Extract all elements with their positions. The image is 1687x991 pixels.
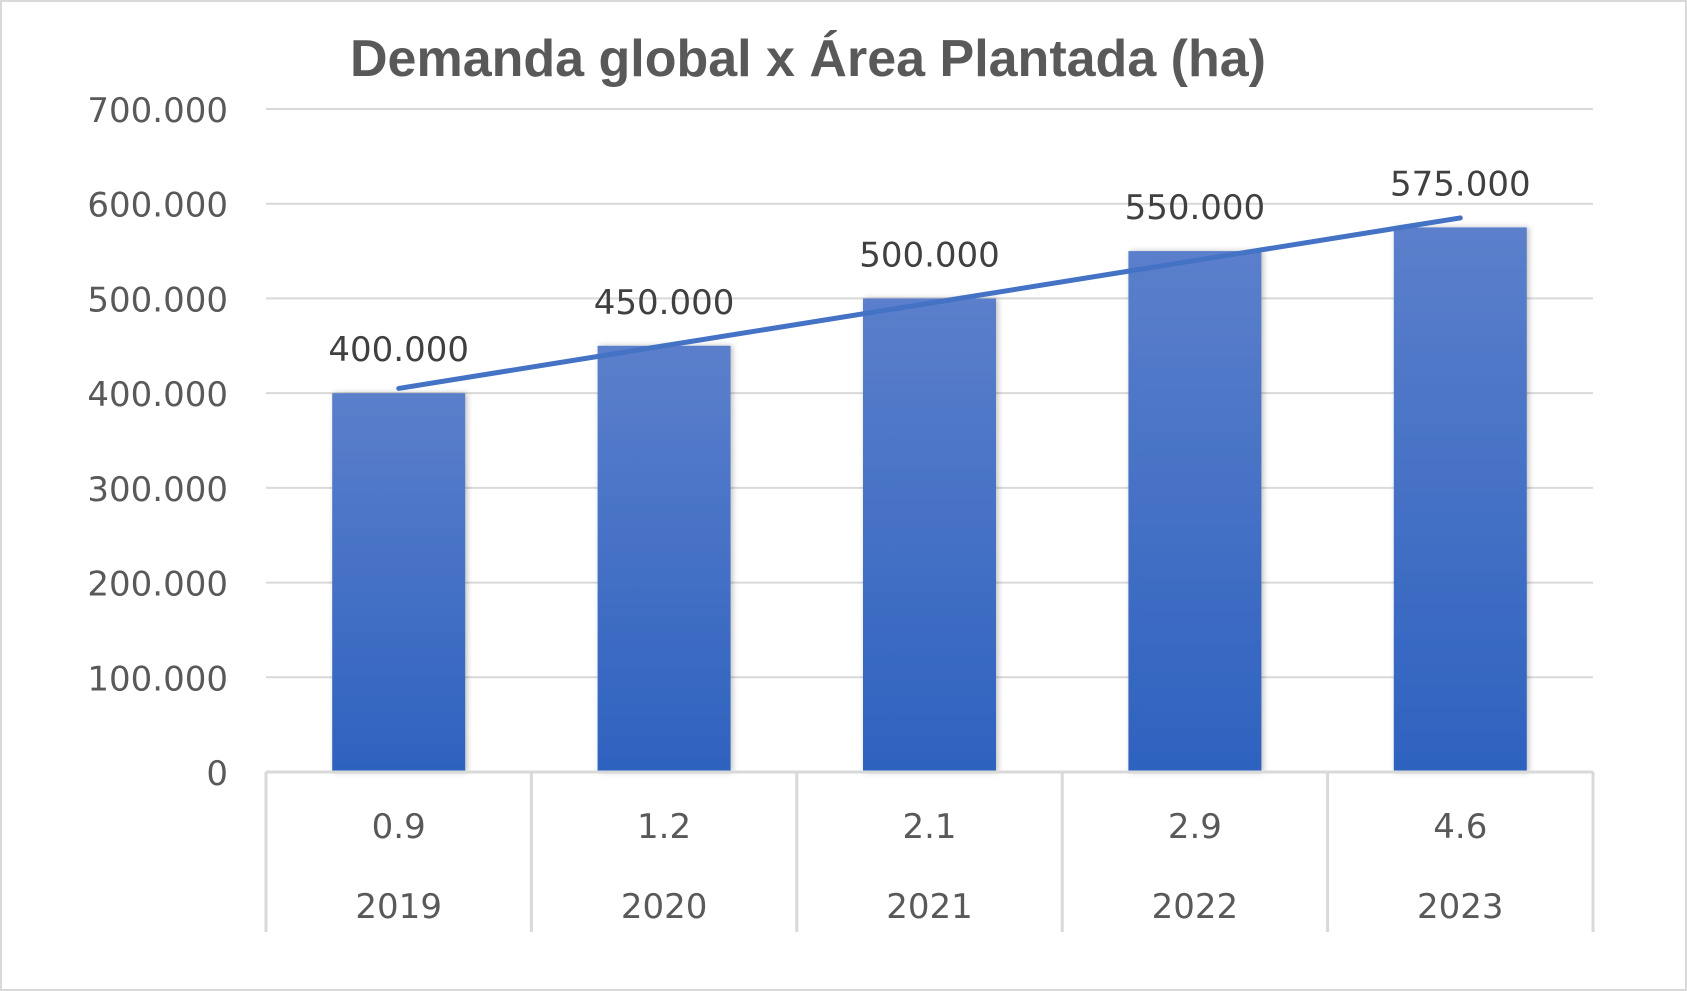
y-tick-label: 400.000 xyxy=(87,375,228,415)
chart-title: Demanda global x Área Plantada (ha) xyxy=(350,30,1266,88)
trendline xyxy=(396,215,1463,391)
bar xyxy=(332,393,466,772)
y-axis-ticks: 0 100.000 200.000 300.000 400.000 500.000 600.… xyxy=(87,91,228,794)
bar xyxy=(863,298,996,772)
x-category-label: 2019 xyxy=(355,887,442,927)
data-label: 450.000 xyxy=(594,283,735,323)
x-category-label: 2023 xyxy=(1417,887,1504,927)
y-tick-label: 300.000 xyxy=(87,470,228,510)
x-axis: 0.9 2019 1.2 2020 2.1 2021 2.9 2022 4.6 2023 xyxy=(264,770,1595,932)
x-subcategory-label: 2.1 xyxy=(902,807,956,847)
trendline-layer xyxy=(396,215,1463,391)
y-tick-label: 100.000 xyxy=(87,659,228,699)
x-subcategory-label: 2.9 xyxy=(1168,807,1222,847)
x-subcategory-label: 0.9 xyxy=(372,807,426,847)
x-category-label: 2021 xyxy=(886,887,973,927)
bar xyxy=(1128,251,1262,773)
data-labels: 400.000 450.000 500.000 550.000 575.000 xyxy=(328,164,1530,370)
x-category-label: 2020 xyxy=(621,887,708,927)
x-subcategory-label: 1.2 xyxy=(637,807,691,847)
y-tick-label: 200.000 xyxy=(87,565,228,605)
data-label: 575.000 xyxy=(1390,164,1531,204)
bars xyxy=(332,227,1527,773)
data-label: 550.000 xyxy=(1125,188,1266,228)
y-tick-label: 700.000 xyxy=(87,91,228,131)
y-tick-label: 0 xyxy=(206,754,228,794)
data-label: 500.000 xyxy=(859,235,1000,275)
y-tick-label: 600.000 xyxy=(87,186,228,226)
y-tick-label: 500.000 xyxy=(87,280,228,320)
data-label: 400.000 xyxy=(328,330,469,370)
bar xyxy=(1393,227,1527,773)
bar xyxy=(597,345,731,772)
x-category-label: 2022 xyxy=(1152,887,1239,927)
x-subcategory-label: 4.6 xyxy=(1433,807,1487,847)
